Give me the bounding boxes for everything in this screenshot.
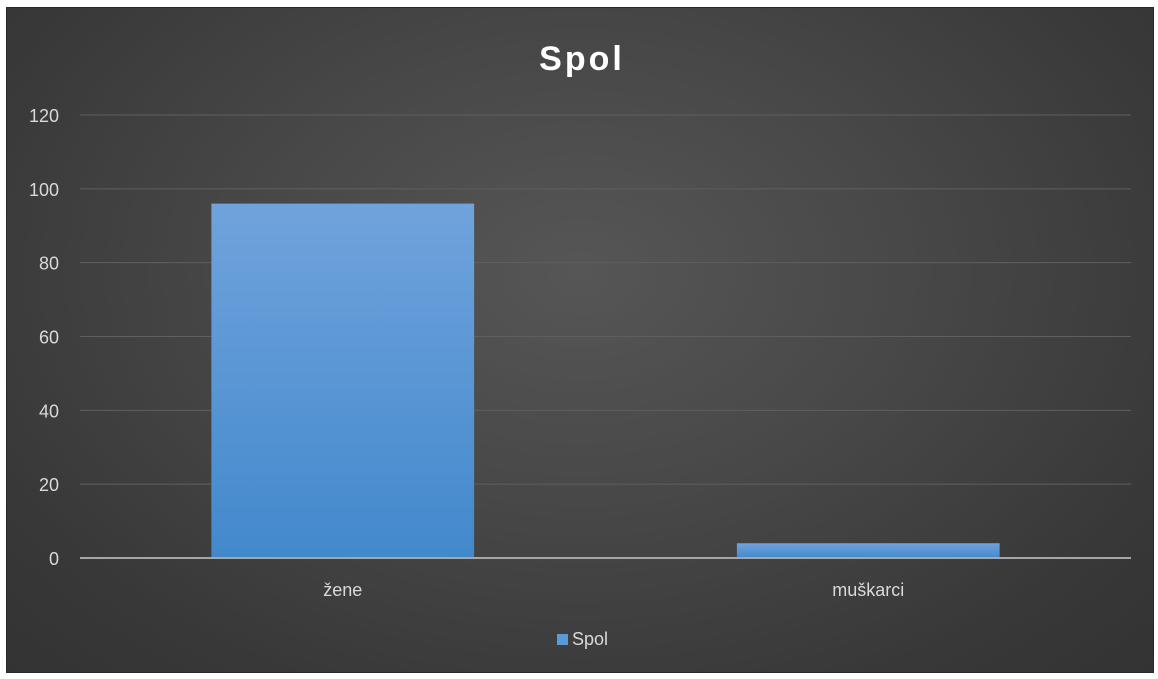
y-tick-label-0: 0: [49, 549, 59, 569]
legend-label-spol: Spol: [572, 629, 608, 649]
chart-frame: Spol 0 20 40 60 80 100 120 žene muškarci Spol: [6, 7, 1154, 673]
y-axis-tick-labels: 0 20 40 60 80 100 120: [29, 106, 59, 569]
y-tick-label-40: 40: [39, 401, 59, 421]
x-tick-label-muskarci: muškarci: [832, 580, 904, 600]
bar-zene[interactable]: [211, 203, 475, 558]
y-tick-label-80: 80: [39, 254, 59, 274]
bar-muskarci[interactable]: [736, 543, 1000, 558]
x-tick-label-zene: žene: [323, 580, 362, 600]
y-tick-label-60: 60: [39, 328, 59, 348]
y-tick-label-20: 20: [39, 475, 59, 495]
legend-swatch-spol: [557, 634, 568, 645]
bars: [211, 203, 1000, 558]
y-tick-label-100: 100: [29, 180, 59, 200]
y-tick-label-120: 120: [29, 106, 59, 126]
legend[interactable]: Spol: [557, 629, 608, 649]
x-axis-tick-labels: žene muškarci: [323, 580, 904, 600]
bar-chart: Spol 0 20 40 60 80 100 120 žene muškarci Spol: [29, 40, 1131, 649]
chart-title: Spol: [539, 40, 625, 78]
